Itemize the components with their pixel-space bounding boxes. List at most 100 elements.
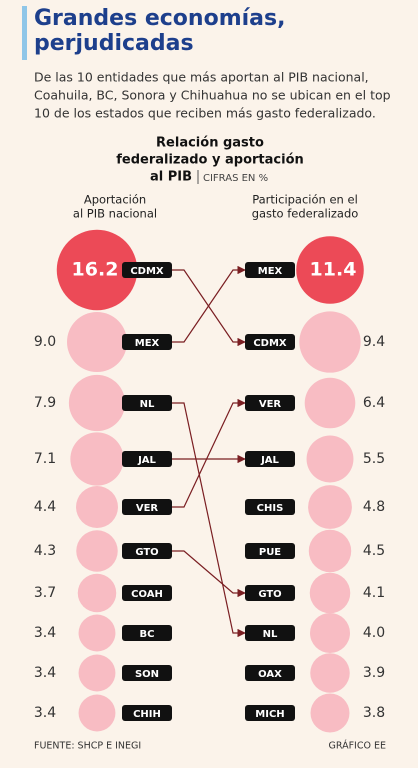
bubble bbox=[299, 311, 361, 373]
state-box bbox=[245, 585, 295, 601]
state-box bbox=[245, 334, 295, 350]
labels: 16.2 CDMX 9.0 MEX 7.9 NL 7.1 JAL 4.4 VER 4.3 GTO 3.7… bbox=[34, 259, 385, 721]
state-label: MEX bbox=[258, 266, 283, 277]
value-label: 6.4 bbox=[363, 395, 385, 411]
state-label: MEX bbox=[135, 338, 160, 349]
value-label: 3.4 bbox=[34, 625, 56, 641]
state-box bbox=[122, 334, 172, 350]
state-label: SON bbox=[135, 669, 159, 680]
state-label: VER bbox=[136, 503, 159, 514]
state-box bbox=[122, 665, 172, 681]
value-label: 9.0 bbox=[34, 334, 56, 350]
bubble bbox=[76, 486, 118, 528]
state-box bbox=[245, 705, 295, 721]
state-label: GTO bbox=[135, 547, 158, 558]
state-label: MICH bbox=[255, 709, 284, 720]
chart-title: Relación gasto bbox=[156, 136, 264, 151]
bubble bbox=[306, 435, 354, 483]
state-box bbox=[245, 665, 295, 681]
bubble bbox=[76, 530, 118, 572]
link bbox=[172, 265, 246, 343]
bubble bbox=[78, 694, 116, 732]
chart-title: federalizado y aportación bbox=[116, 153, 304, 168]
source: FUENTE: SHCP E INEGI bbox=[34, 741, 141, 752]
value-label: 3.7 bbox=[34, 585, 56, 601]
bubble bbox=[68, 374, 126, 432]
bubble bbox=[310, 653, 350, 693]
value-label: 11.4 bbox=[310, 259, 357, 281]
value-label: 7.9 bbox=[34, 395, 56, 411]
bubble bbox=[304, 377, 356, 429]
unit-note: CIFRAS EN % bbox=[203, 173, 268, 184]
bubble bbox=[78, 614, 116, 652]
state-box bbox=[122, 262, 172, 278]
bubble bbox=[308, 529, 352, 573]
bubble bbox=[310, 613, 350, 653]
right-label: gasto federalizado bbox=[252, 207, 359, 221]
state-label: CHIS bbox=[257, 503, 284, 514]
title: Grandes economías, bbox=[34, 6, 285, 31]
state-label: COAH bbox=[131, 589, 163, 600]
title: perjudicadas bbox=[34, 31, 194, 56]
state-box bbox=[122, 395, 172, 411]
bubble bbox=[78, 654, 116, 692]
value-label: 4.5 bbox=[363, 543, 385, 559]
state-label: PUE bbox=[259, 547, 281, 558]
bubble bbox=[70, 432, 124, 486]
state-box bbox=[245, 395, 295, 411]
state-box bbox=[245, 499, 295, 515]
state-box bbox=[245, 262, 295, 278]
value-label: 16.2 bbox=[72, 259, 119, 281]
bubble bbox=[56, 229, 138, 311]
state-label: BC bbox=[140, 629, 155, 640]
state-box bbox=[122, 625, 172, 641]
value-label: 4.0 bbox=[363, 625, 385, 641]
state-label: NL bbox=[263, 629, 278, 640]
state-label: CDMX bbox=[253, 338, 287, 349]
value-label: 3.8 bbox=[363, 705, 385, 721]
state-box bbox=[245, 543, 295, 559]
bubble bbox=[308, 485, 352, 529]
intro: De las 10 entidades que más aportan al P… bbox=[34, 70, 369, 85]
links bbox=[172, 265, 246, 638]
state-label: CHIH bbox=[133, 709, 161, 720]
value-label: 4.8 bbox=[363, 499, 385, 515]
chart-title: al PIB bbox=[150, 170, 192, 185]
state-label: NL bbox=[140, 399, 155, 410]
bubble bbox=[309, 572, 351, 614]
state-box bbox=[122, 705, 172, 721]
value-label: 3.4 bbox=[34, 665, 56, 681]
credit: GRÁFICO EE bbox=[329, 740, 386, 752]
state-box bbox=[122, 543, 172, 559]
bubble bbox=[310, 693, 350, 733]
value-label: 5.5 bbox=[363, 451, 385, 467]
value-label: 9.4 bbox=[363, 334, 385, 350]
bubble bbox=[296, 236, 364, 304]
left-label: al PIB nacional bbox=[73, 207, 157, 221]
state-label: VER bbox=[259, 399, 282, 410]
bubbles bbox=[56, 229, 364, 733]
state-label: JAL bbox=[260, 455, 279, 466]
left-label: Aportación bbox=[84, 193, 146, 207]
state-label: GTO bbox=[258, 589, 281, 600]
bubble bbox=[77, 573, 117, 613]
state-box bbox=[122, 585, 172, 601]
value-label: 4.4 bbox=[34, 499, 56, 515]
state-label: JAL bbox=[137, 455, 156, 466]
value-label: 3.9 bbox=[363, 665, 385, 681]
state-box bbox=[245, 625, 295, 641]
link bbox=[172, 402, 246, 638]
value-label: 4.3 bbox=[34, 543, 56, 559]
value-label: 4.1 bbox=[363, 585, 385, 601]
state-box bbox=[122, 499, 172, 515]
link bbox=[172, 550, 246, 598]
right-label: Participación en el bbox=[252, 193, 358, 207]
state-label: OAX bbox=[258, 669, 282, 680]
state-label: CDMX bbox=[130, 266, 164, 277]
link bbox=[172, 398, 246, 508]
state-box bbox=[245, 451, 295, 467]
value-label: 3.4 bbox=[34, 705, 56, 721]
intro: 10 de los estados que reciben más gasto … bbox=[34, 106, 376, 121]
